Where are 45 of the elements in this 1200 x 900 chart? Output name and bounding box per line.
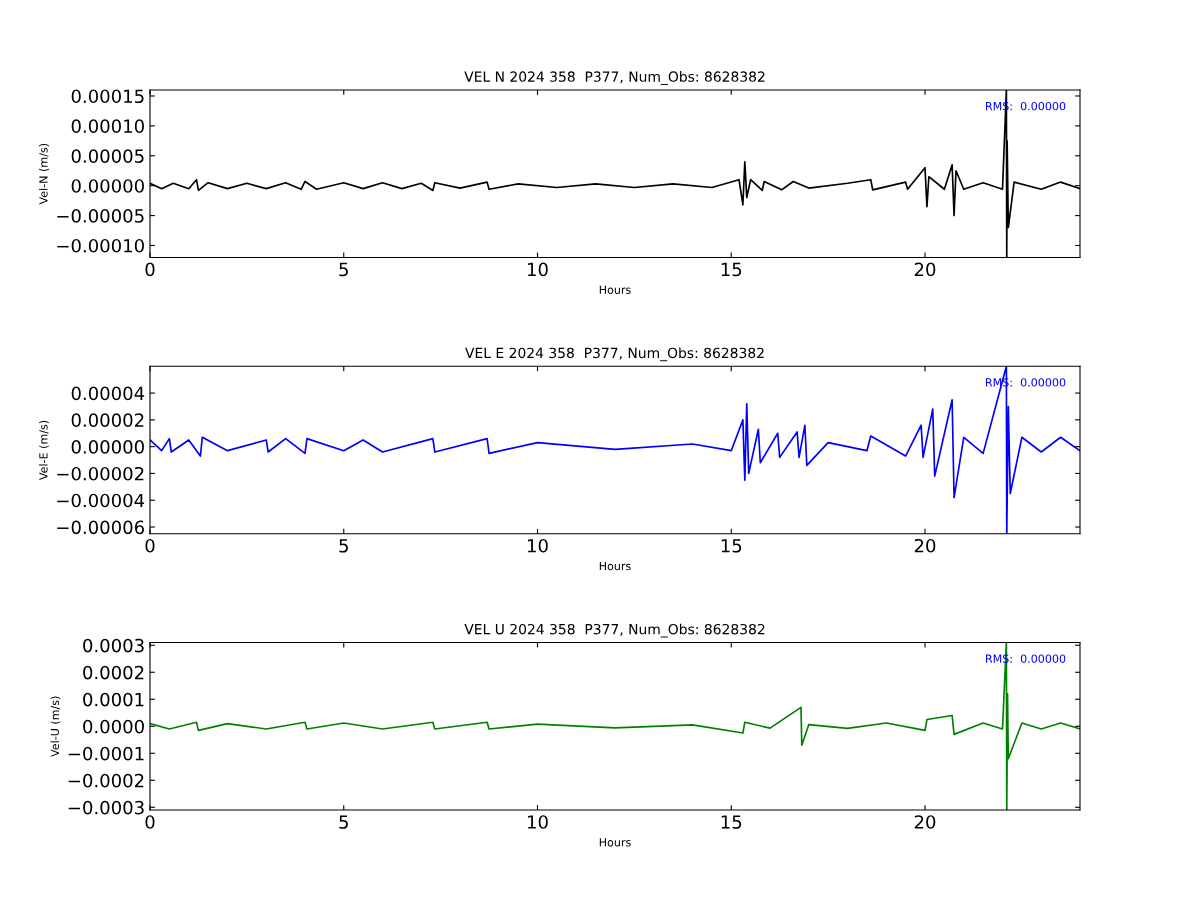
y-axis-title: Vel-E (m/s) — [39, 420, 49, 481]
y-tick-label: 0.00000 — [71, 440, 144, 454]
line-series — [150, 366, 1080, 534]
x-axis-title: Hours — [599, 561, 631, 571]
line-series — [150, 642, 1080, 810]
y-tick-label: −0.00010 — [57, 238, 144, 253]
y-tick-label: 0.00000 — [71, 179, 144, 193]
y-tick-label: −0.00004 — [57, 493, 145, 508]
x-tick-label: 15 — [721, 539, 742, 553]
x-tick-label: 15 — [721, 815, 742, 829]
x-tick-label: 10 — [528, 262, 548, 277]
x-tick-label: 20 — [914, 538, 936, 553]
y-tick-label: −0.00005 — [57, 209, 144, 223]
chart-title: VEL U 2024 358 P377, Num_Obs: 8628382 — [464, 623, 765, 638]
y-tick-label: 0.0000 — [83, 719, 144, 734]
x-tick-label: 20 — [914, 815, 936, 829]
y-tick-label: −0.0002 — [68, 773, 144, 788]
y-tick-label: −0.0003 — [68, 800, 144, 815]
x-tick-label: 10 — [528, 538, 548, 553]
y-tick-label: 0.00004 — [71, 386, 145, 401]
y-tick-label: −0.0001 — [68, 746, 144, 761]
x-tick-label: 15 — [721, 262, 742, 277]
x-tick-label: 5 — [339, 815, 348, 829]
chart-title: VEL E 2024 358 P377, Num_Obs: 8628382 — [465, 347, 764, 362]
x-axis-title: Hours — [599, 285, 631, 294]
x-tick-label: 5 — [339, 539, 348, 553]
x-axis-title: Hours — [599, 838, 631, 847]
x-tick-label: 0 — [145, 262, 155, 277]
y-tick-label: −0.00006 — [57, 520, 144, 535]
y-axis-title: Vel-N (m/s) — [39, 143, 49, 205]
y-tick-label: 0.00002 — [71, 413, 144, 427]
x-tick-label: 5 — [339, 262, 348, 277]
x-tick-label: 20 — [914, 262, 936, 277]
y-tick-label: 0.00015 — [71, 89, 144, 104]
y-tick-label: 0.0003 — [83, 638, 144, 653]
y-tick-label: 0.00005 — [71, 149, 144, 163]
y-tick-label: 0.00010 — [71, 119, 144, 133]
chart-title: VEL N 2024 358 P377, Num_Obs: 8628382 — [464, 71, 765, 85]
y-tick-label: −0.00002 — [57, 466, 144, 481]
x-tick-label: 0 — [145, 815, 155, 829]
y-tick-label: 0.0001 — [83, 692, 144, 707]
y-axis-title: Vel-U (m/s) — [50, 696, 61, 757]
x-tick-label: 10 — [528, 815, 548, 829]
y-tick-label: 0.0002 — [83, 665, 144, 680]
x-tick-label: 0 — [145, 538, 155, 553]
